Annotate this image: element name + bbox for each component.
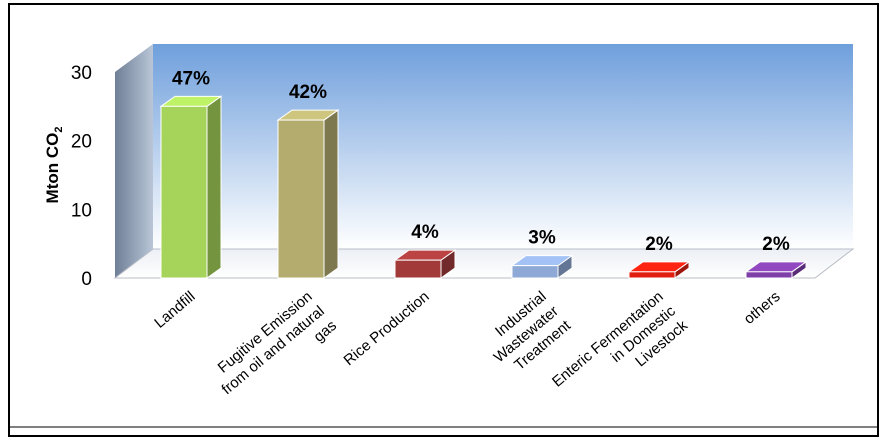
y-tick-label: 10 xyxy=(71,200,92,221)
data-label: 2% xyxy=(762,234,790,255)
bar xyxy=(276,109,340,279)
y-axis-ticks: 0 10 20 30 xyxy=(71,63,92,290)
y-tick-label: 20 xyxy=(71,132,92,153)
y-tick-label: 0 xyxy=(81,269,92,290)
bar-front-face xyxy=(394,259,442,279)
data-label: 2% xyxy=(645,234,673,255)
bar xyxy=(627,260,691,279)
bar-side-face xyxy=(323,109,339,279)
side-wall xyxy=(115,44,153,278)
bar-series xyxy=(159,95,808,279)
bar-front-face xyxy=(511,265,559,279)
bar-front-face xyxy=(745,271,793,279)
bar xyxy=(159,95,223,279)
bar-front-face xyxy=(277,119,325,279)
floor xyxy=(113,248,855,279)
data-label: 4% xyxy=(411,222,439,243)
data-label: 47% xyxy=(172,68,210,89)
bar-front-face xyxy=(628,271,676,279)
bar xyxy=(393,249,457,279)
data-label: 3% xyxy=(528,228,556,249)
bar-side-face xyxy=(206,95,222,279)
y-axis-label-text: Mton CO xyxy=(43,133,62,204)
bar xyxy=(510,254,574,279)
back-wall xyxy=(153,44,853,249)
data-label: 42% xyxy=(289,82,327,103)
data-labels: 47% 42% 4% 3% 2% 2% xyxy=(172,68,790,254)
y-axis-label: Mton CO2 xyxy=(43,127,65,204)
bar-front-face xyxy=(160,105,208,279)
y-axis-label-subscript: 2 xyxy=(53,127,65,133)
bar xyxy=(744,260,808,279)
y-tick-label: 30 xyxy=(71,63,92,84)
